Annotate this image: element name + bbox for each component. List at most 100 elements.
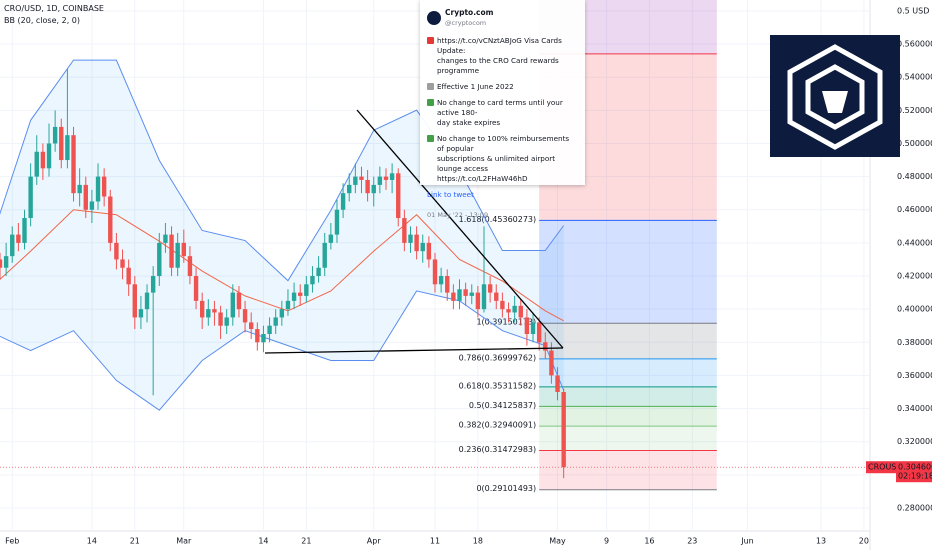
author-handle: @cryptocom (445, 19, 487, 27)
candle-body (224, 317, 229, 326)
candle-body (371, 184, 376, 194)
candle-body (438, 276, 444, 285)
logo-hexagon (787, 44, 883, 150)
candle-body (377, 176, 383, 185)
candle-body (46, 143, 52, 169)
candle-body (59, 126, 64, 161)
paragraph-lines: No change to card terms until your activ… (437, 98, 578, 128)
candle-body (328, 234, 334, 243)
paragraph-lines: Effective 1 June 2022 (437, 82, 514, 92)
candle-body (451, 292, 456, 301)
candle-body (199, 300, 205, 318)
candle-body (445, 276, 450, 293)
candle-body (28, 176, 33, 219)
candle-body (426, 242, 432, 260)
candle-body (40, 151, 46, 169)
candle-body (340, 193, 346, 210)
candle-body (65, 135, 70, 161)
fib-zone (539, 358, 717, 387)
tweet-line: No change to 100% reimbursements of popu… (437, 134, 570, 153)
candle-body (481, 284, 487, 310)
candle-body (206, 309, 211, 318)
trend-line[interactable] (264, 347, 564, 354)
candle-body (365, 179, 370, 194)
candle-body (157, 242, 162, 277)
fib-label: 0.382(0.32940091) (459, 421, 537, 430)
x-tick-label: 13 (816, 537, 826, 546)
symbol-label[interactable]: CRO/USD, 1D, COINBASE (4, 4, 104, 13)
candle-body (530, 322, 536, 335)
fib-label: 0.618(0.35311582) (459, 381, 537, 390)
y-tick-label: 0.42000000 (897, 272, 932, 281)
fib-zone (539, 323, 717, 359)
x-tick-label: Mar (176, 537, 192, 546)
candle-body (261, 334, 266, 343)
candle-body (561, 391, 566, 468)
candle-body (543, 342, 548, 351)
indicator-label[interactable]: BB (20, close, 2, 0) (4, 16, 80, 25)
candle-body (10, 234, 15, 257)
y-tick-label: 0.54000000 (897, 73, 932, 82)
tweet-paragraph: No change to 100% reimbursements of popu… (427, 134, 578, 184)
candle-body (0, 259, 3, 268)
candle-body (83, 184, 88, 210)
x-tick-label: 18 (473, 537, 483, 546)
candle-body (181, 242, 187, 257)
candle-body (414, 234, 419, 252)
candle-body (77, 184, 82, 194)
candle-body (212, 309, 217, 313)
candle-body (52, 126, 58, 144)
candle-body (457, 289, 462, 301)
x-tick-label: May (549, 537, 566, 546)
tweet-time: 01 May '22 - 13:09 (427, 211, 489, 219)
paragraph-lines: https://t.co/vCNztABJoG Visa Cards Updat… (437, 36, 578, 76)
candle-body (536, 322, 542, 343)
price-tag (896, 461, 932, 483)
candle-body (304, 284, 309, 296)
candle-body (101, 176, 107, 197)
x-tick-label: 21 (130, 537, 140, 546)
candle-body (267, 325, 272, 335)
candle-body (298, 292, 303, 296)
emoji (427, 135, 434, 142)
candle-body (475, 292, 481, 310)
candle-body (500, 300, 505, 310)
candle-body (230, 292, 236, 318)
candle-body (402, 218, 407, 243)
tweet-line: https://t.co/vCNztABJoG Visa Cards Updat… (437, 36, 562, 55)
y-tick-label: 0.38000000 (897, 338, 932, 347)
candle-body (291, 292, 297, 301)
price-tag-text: 0.30460000 (898, 463, 932, 472)
candle-body (432, 259, 438, 285)
candle-body (469, 292, 474, 296)
y-tick-label: 0.50000000 (897, 139, 932, 148)
tweet-line: changes to the CRO Card rewards programm… (437, 56, 559, 75)
y-tick-label: 0.44000000 (897, 238, 932, 247)
candle-body (108, 196, 113, 243)
x-tick-label: Jun (740, 537, 754, 546)
trend-line[interactable] (356, 109, 564, 349)
countdown: 02:19:18 (898, 472, 932, 481)
candle-body (255, 329, 260, 343)
candle-body (95, 176, 101, 202)
candle-body (236, 292, 242, 310)
candle-body (383, 176, 389, 180)
fib-label: 1.618(0.45360273) (459, 215, 537, 224)
candle-body (150, 276, 156, 293)
candle-body (518, 305, 523, 318)
logo-inner (805, 64, 865, 130)
emoji (427, 99, 434, 106)
symbol-tag (866, 461, 896, 474)
candle-body (359, 176, 364, 180)
y-tick-label: 0.32000000 (897, 437, 932, 446)
candle-body (494, 292, 499, 301)
candle-body (114, 242, 119, 260)
candle-body (22, 218, 27, 243)
x-tick-label: 14 (258, 537, 268, 546)
y-tick-label: 0.52000000 (897, 106, 932, 115)
band-line (0, 290, 565, 411)
candle-body (144, 292, 150, 310)
candle-body (463, 289, 468, 296)
tweet-link[interactable]: Link to tweet (427, 190, 474, 199)
tweet-popup: Crypto.com @cryptocom https://t.co/vCNzt… (420, 0, 585, 219)
